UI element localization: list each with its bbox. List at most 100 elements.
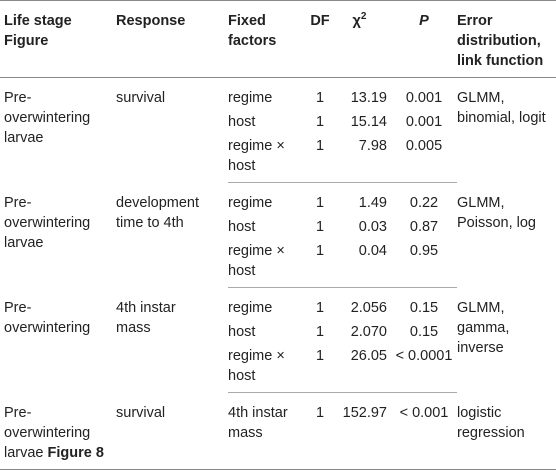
- figure-label: Figure 8: [47, 444, 104, 461]
- chi-square-cell: 13.19: [350, 90, 387, 106]
- error-distribution-text: regression: [457, 424, 525, 441]
- chi-square-cell: 2.056: [350, 300, 387, 316]
- table-row: host 1 2.070 0.15: [0, 322, 556, 346]
- fixed-factor-text: host: [228, 219, 256, 235]
- error-distribution-cell: GLMM, binomial, logit: [457, 78, 556, 183]
- error-distribution-text: inverse: [457, 339, 504, 356]
- chi-square-cell: 15.14: [350, 114, 387, 130]
- error-distribution-cell: logistic regression: [457, 392, 556, 470]
- header-life-stage: Life stage Figure: [4, 13, 72, 49]
- df-cell: 1: [315, 219, 325, 235]
- header-response: Response: [116, 13, 186, 29]
- p-value-cell: 0.001: [405, 90, 443, 106]
- table-row: regime × host 1 26.05 < 0.0001: [0, 346, 556, 393]
- fixed-factor-text: regime: [228, 300, 273, 316]
- chi-square-cell: 0.03: [358, 219, 387, 235]
- fixed-factor-text: host: [228, 324, 256, 340]
- header-row: Life stage Figure Response Fixed factors D…: [0, 0, 556, 78]
- chi-square-cell: 0.04: [332, 241, 391, 288]
- fixed-factor-cell: regime: [228, 183, 308, 218]
- response-cell: survival: [116, 78, 228, 183]
- error-distribution-text: GLMM,: [457, 90, 505, 106]
- table-row: host 1 15.14 0.001: [0, 112, 556, 136]
- chi-square-cell: 1.49: [358, 195, 387, 211]
- error-distribution-text: Poisson, log: [457, 214, 536, 231]
- response-text: 4th instar: [116, 299, 176, 316]
- chi-square-cell: 26.05: [332, 346, 391, 393]
- df-cell: 1: [315, 195, 325, 211]
- table-row: regime × host 1 0.04 0.95: [0, 241, 556, 288]
- table-row: regime × host 1 7.98 0.005: [0, 136, 556, 183]
- fixed-factor-cell: host: [228, 112, 308, 136]
- fixed-factor-text: host: [228, 114, 256, 130]
- response-text: survival: [116, 404, 166, 421]
- p-value-cell: < 0.0001: [391, 346, 457, 393]
- life-stage-cell: Pre-overwintering: [0, 288, 116, 393]
- life-stage-text: Pre-: [4, 90, 32, 106]
- error-distribution-text: binomial, logit: [457, 110, 546, 126]
- df-cell: 1: [315, 324, 325, 340]
- fixed-factor-cell: regime × host: [228, 346, 308, 393]
- df-cell: 1: [315, 300, 325, 316]
- error-distribution-text: logistic: [457, 404, 502, 421]
- fixed-factor-text: mass: [228, 425, 263, 441]
- life-stage-text: larvae: [4, 444, 44, 461]
- fixed-factor-text: regime ×: [228, 243, 285, 259]
- life-stage-text: overwintering: [4, 214, 91, 231]
- error-distribution-text: gamma,: [457, 319, 510, 336]
- error-distribution-cell: GLMM, Poisson, log: [457, 183, 556, 288]
- fixed-factor-text: host: [228, 263, 256, 279]
- fixed-factor-text: regime: [228, 195, 273, 211]
- p-value-cell: 0.005: [391, 136, 457, 183]
- table-row: Pre-overwintering 4th instar mass regime 1 2.…: [0, 288, 556, 356]
- life-stage-text: Pre-: [4, 194, 32, 211]
- life-stage-text: larvae: [4, 234, 44, 251]
- fixed-factor-text: host: [228, 368, 256, 384]
- fixed-factor-cell: regime: [228, 288, 308, 323]
- header-chi-square: χ2: [352, 11, 367, 29]
- header-error-distribution: Error distribution, link function: [457, 13, 544, 69]
- table-header: Life stage Figure Response Fixed factors D…: [0, 0, 556, 78]
- life-stage-cell: Pre-overwintering larvae Figure 8: [0, 392, 116, 470]
- fixed-factor-text: 4th instar: [228, 405, 288, 421]
- life-stage-text: larvae: [4, 130, 44, 146]
- fixed-factor-cell: regime × host: [228, 136, 308, 183]
- fixed-factor-text: regime ×: [228, 138, 285, 154]
- response-text: mass: [116, 319, 151, 336]
- table-row: Pre-overwintering larvae survival regime 1 13…: [0, 78, 556, 146]
- p-value-cell: 0.87: [409, 219, 439, 235]
- p-value-cell: 0.95: [391, 241, 457, 288]
- life-stage-text: Pre-: [4, 404, 32, 421]
- life-stage-cell: Pre-overwintering larvae: [0, 183, 116, 288]
- p-value-cell: 0.22: [409, 195, 439, 211]
- table-row: Pre-overwintering larvae development time t…: [0, 183, 556, 251]
- chi-square-cell: 2.070: [350, 324, 387, 340]
- fixed-factor-cell: 4th instar mass: [228, 392, 308, 470]
- fixed-factor-cell: regime: [228, 78, 308, 113]
- response-text: survival: [116, 90, 166, 106]
- response-cell: development time to 4th: [116, 183, 228, 288]
- fixed-factor-text: host: [228, 158, 256, 174]
- response-cell: 4th instar mass: [116, 288, 228, 393]
- fixed-factor-cell: regime × host: [228, 241, 308, 288]
- error-distribution-cell: GLMM, gamma, inverse: [457, 288, 556, 393]
- life-stage-text: Pre-: [4, 299, 32, 316]
- response-text: time to 4th: [116, 214, 184, 231]
- header-df: DF: [310, 13, 330, 29]
- response-cell: survival: [116, 392, 228, 470]
- life-stage-text: overwintering: [4, 424, 91, 441]
- response-text: development: [116, 194, 200, 211]
- table-row: Pre-overwintering larvae Figure 8 survival…: [0, 392, 556, 470]
- df-cell: 1: [308, 136, 332, 183]
- df-cell: 1: [315, 90, 325, 106]
- chi-square-cell: 152.97: [332, 392, 391, 470]
- error-distribution-text: GLMM,: [457, 299, 505, 316]
- df-cell: 1: [308, 346, 332, 393]
- p-value-cell: 0.15: [409, 300, 439, 316]
- fixed-factor-cell: host: [228, 217, 308, 241]
- life-stage-text: overwintering: [4, 110, 91, 126]
- df-cell: 1: [315, 114, 325, 130]
- table-row: host 1 0.03 0.87: [0, 217, 556, 241]
- df-cell: 1: [308, 392, 332, 470]
